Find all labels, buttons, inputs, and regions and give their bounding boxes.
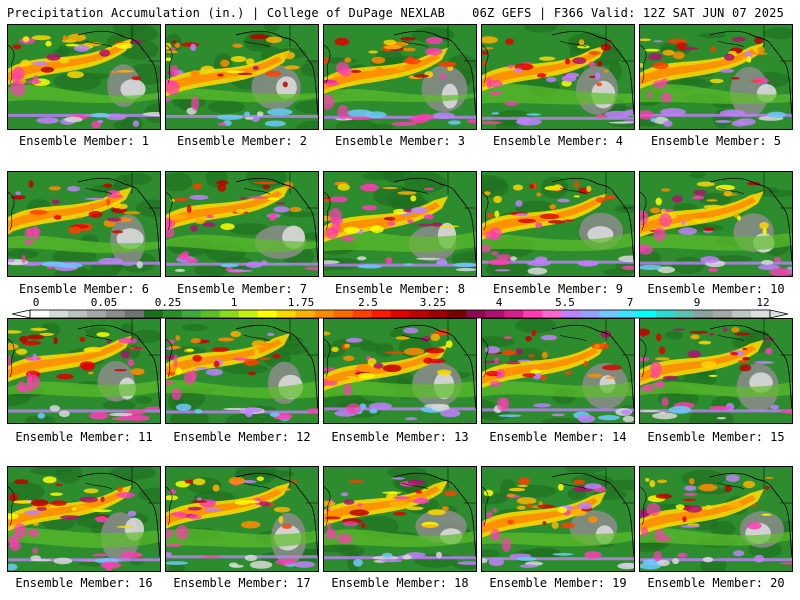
header: Precipitation Accumulation (in.) | Colle… [0, 0, 800, 24]
ensemble-member-map [165, 466, 319, 572]
run-valid-time: 06Z GEFS | F366 Valid: 12Z SAT JUN 07 20… [472, 6, 784, 20]
legend-tick-label: 0 [32, 296, 40, 309]
ensemble-member-label: Ensemble Member: 14 [489, 430, 627, 444]
legend-tick-label: 0.05 [90, 296, 118, 309]
ensemble-member-label: Ensemble Member: 3 [334, 134, 466, 148]
legend-tick-label: 12 [756, 296, 770, 309]
ensemble-member-label: Ensemble Member: 18 [331, 576, 469, 590]
legend-tick-label: 3.25 [419, 296, 447, 309]
legend-tick-label: 7 [626, 296, 634, 309]
ensemble-member-map [7, 171, 161, 277]
ensemble-member-label: Ensemble Member: 8 [334, 282, 466, 296]
map-title: Precipitation Accumulation (in.) | Colle… [7, 6, 446, 20]
ensemble-member-map [639, 171, 793, 277]
ensemble-member-label: Ensemble Member: 4 [492, 134, 624, 148]
ensemble-member-label: Ensemble Member: 6 [18, 282, 150, 296]
legend-colorbar [11, 309, 789, 319]
ensemble-member-label: Ensemble Member: 19 [489, 576, 627, 590]
legend-tick-label: 1.75 [287, 296, 315, 309]
ensemble-member-map [323, 24, 477, 130]
ensemble-member-label: Ensemble Member: 13 [331, 430, 469, 444]
ensemble-member-map [165, 24, 319, 130]
ensemble-member-label: Ensemble Member: 17 [173, 576, 311, 590]
ensemble-member-map [481, 318, 635, 424]
ensemble-member-label: Ensemble Member: 7 [176, 282, 308, 296]
legend-tick-label: 1 [230, 296, 238, 309]
ensemble-member-map [639, 466, 793, 572]
ensemble-member-map [7, 318, 161, 424]
legend-tick-label: 4 [495, 296, 503, 309]
ensemble-member-map [165, 318, 319, 424]
ensemble-member-label: Ensemble Member: 9 [492, 282, 624, 296]
ensemble-member-label: Ensemble Member: 15 [647, 430, 785, 444]
ensemble-member-map [323, 171, 477, 277]
ensemble-member-map [481, 466, 635, 572]
ensemble-member-label: Ensemble Member: 11 [15, 430, 153, 444]
ensemble-member-label: Ensemble Member: 10 [647, 282, 785, 296]
color-legend: 0 0.05 0.25 1 1.75 2.5 3.25 4 5.5 7 9 12 [11, 296, 789, 320]
ensemble-member-map [639, 24, 793, 130]
ensemble-member-label: Ensemble Member: 5 [650, 134, 782, 148]
ensemble-member-label: Ensemble Member: 12 [173, 430, 311, 444]
ensemble-member-map [165, 171, 319, 277]
ensemble-member-label: Ensemble Member: 20 [647, 576, 785, 590]
ensemble-member-map [481, 171, 635, 277]
legend-tick-label: 0.25 [154, 296, 182, 309]
ensemble-member-map [481, 24, 635, 130]
ensemble-member-label: Ensemble Member: 1 [18, 134, 150, 148]
ensemble-member-label: Ensemble Member: 16 [15, 576, 153, 590]
ensemble-member-label: Ensemble Member: 2 [176, 134, 308, 148]
legend-tick-label: 5.5 [555, 296, 575, 309]
ensemble-member-map [323, 466, 477, 572]
legend-tick-label: 9 [693, 296, 701, 309]
ensemble-member-map [323, 318, 477, 424]
legend-tick-label: 2.5 [358, 296, 378, 309]
ensemble-member-map [639, 318, 793, 424]
ensemble-member-map [7, 24, 161, 130]
ensemble-member-map [7, 466, 161, 572]
